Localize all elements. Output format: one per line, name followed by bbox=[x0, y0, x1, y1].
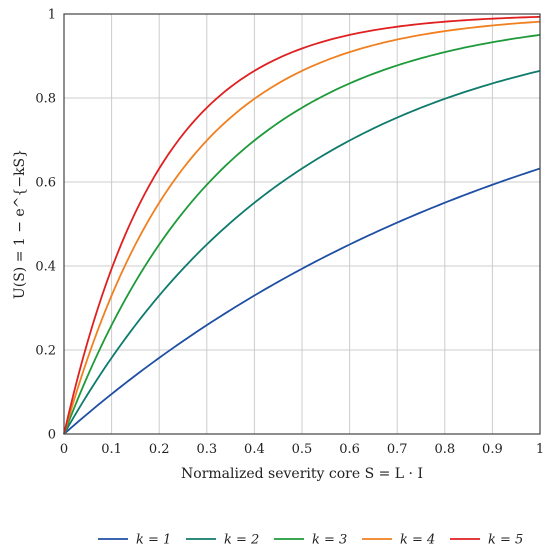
y-axis-ticks: 0 0.2 0.4 0.6 0.8 1 bbox=[35, 8, 56, 443]
y-tick-label: 0.2 bbox=[35, 344, 56, 359]
y-tick-label: 0.4 bbox=[35, 260, 56, 275]
x-tick-label: 0.7 bbox=[387, 442, 408, 457]
y-tick-label: 1 bbox=[48, 8, 56, 23]
grid bbox=[64, 14, 540, 434]
plot-frame bbox=[63, 13, 541, 435]
y-tick-label: 0.8 bbox=[35, 92, 56, 107]
x-tick-label: 0.2 bbox=[149, 442, 170, 457]
legend-label: k = 3 bbox=[312, 533, 347, 548]
x-tick-label: 0.5 bbox=[292, 442, 313, 457]
x-tick-label: 0.8 bbox=[434, 442, 455, 457]
x-axis-title: Normalized severity core S = L · I bbox=[181, 466, 423, 482]
legend-label: k = 1 bbox=[136, 533, 171, 548]
series-line-k2 bbox=[63, 69, 541, 435]
y-tick-label: 0 bbox=[48, 428, 56, 443]
series-line-k1 bbox=[63, 167, 541, 435]
series-line-k5 bbox=[63, 15, 541, 435]
series-line-k4 bbox=[63, 20, 541, 435]
y-axis-title: U(S) = 1 − e^{−kS} bbox=[12, 149, 28, 299]
y-tick-label: 0.6 bbox=[35, 176, 56, 191]
legend-label: k = 2 bbox=[224, 533, 259, 548]
x-tick-label: 0.6 bbox=[339, 442, 360, 457]
x-tick-label: 0.9 bbox=[482, 442, 503, 457]
series-line-k3 bbox=[63, 34, 541, 435]
x-tick-label: 0.4 bbox=[244, 442, 265, 457]
x-tick-label: 0.1 bbox=[101, 442, 122, 457]
x-axis-ticks: 0 0.1 0.2 0.3 0.4 0.5 0.6 0.7 0.8 0.9 1 bbox=[60, 442, 544, 457]
legend-label: k = 4 bbox=[400, 533, 435, 548]
legend: k = 1 k = 2 k = 3 k = 4 k = 5 bbox=[98, 533, 523, 548]
x-tick-label: 0.3 bbox=[196, 442, 217, 457]
legend-label: k = 5 bbox=[488, 533, 523, 548]
series-layer bbox=[63, 15, 541, 435]
x-tick-label: 0 bbox=[60, 442, 68, 457]
x-tick-label: 1 bbox=[536, 442, 544, 457]
